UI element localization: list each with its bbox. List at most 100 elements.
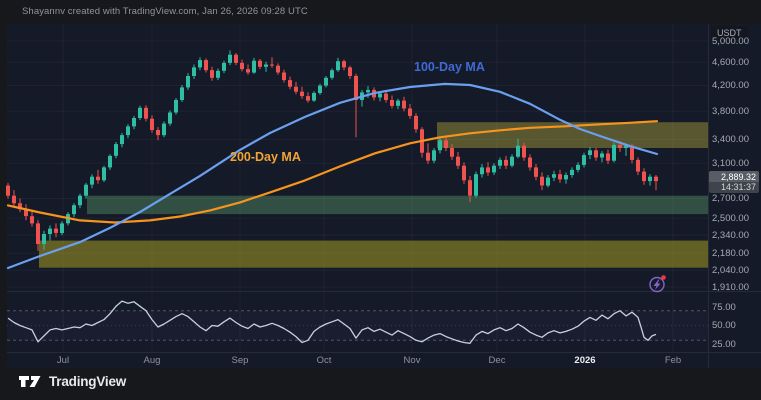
candle-body <box>72 205 76 215</box>
candle-body <box>342 61 346 68</box>
candle-body <box>114 144 118 156</box>
candle-body <box>474 174 478 196</box>
candle-body <box>60 223 64 233</box>
lightning-bolt-icon <box>653 279 661 290</box>
candle-body <box>594 150 598 158</box>
candle-body <box>402 100 406 109</box>
rsi-line <box>7 300 657 344</box>
candle-body <box>54 228 58 233</box>
candle-body <box>612 144 616 161</box>
ma100-label: 100-Day MA <box>414 60 485 74</box>
candle-body <box>186 76 190 88</box>
candle-body <box>330 70 334 78</box>
candle-body <box>300 91 304 97</box>
candle-body <box>408 108 412 116</box>
candle-body <box>618 144 622 148</box>
candle-body <box>222 62 226 71</box>
price-tick-label: 5,000.00 <box>712 35 749 47</box>
price-tick-label: 3,400.00 <box>712 134 749 146</box>
tradingview-logo[interactable]: TradingView <box>18 372 126 390</box>
attribution-text: Shayannv created with TradingView.com, J… <box>22 6 308 17</box>
candle-body <box>90 176 94 185</box>
price-tick-label: 2,180.00 <box>712 247 749 259</box>
rsi-tick-label: 50.00 <box>712 320 736 331</box>
quote-currency-badge: USDT <box>711 26 748 40</box>
candle-body <box>126 126 130 136</box>
candle-body <box>234 54 238 63</box>
candle-body <box>312 93 316 101</box>
candle-body <box>42 234 46 244</box>
candle-body <box>648 176 652 182</box>
candle-body <box>492 165 496 173</box>
candle-body <box>390 100 394 106</box>
candle-body <box>516 145 520 157</box>
candle-body <box>192 67 196 76</box>
candle-body <box>438 140 442 151</box>
candle-body <box>654 176 658 182</box>
candle-body <box>396 100 400 106</box>
candle-body <box>276 65 280 73</box>
flash-icon[interactable] <box>646 273 670 295</box>
price-tick-label: 1,910.00 <box>712 281 749 293</box>
time-axis-label: Sep <box>231 355 249 366</box>
candle-body <box>144 107 148 119</box>
candle-body <box>120 135 124 145</box>
candle-body <box>264 64 268 67</box>
tradingview-logo-text: TradingView <box>49 373 127 389</box>
price-tick-label: 2,040.00 <box>712 264 749 276</box>
chart-background <box>7 24 761 368</box>
candle-body <box>102 167 106 181</box>
candle-body <box>306 96 310 101</box>
candle-body <box>294 86 298 92</box>
candle-body <box>96 176 100 181</box>
candle-body <box>240 62 244 70</box>
candle-body <box>246 69 250 73</box>
candle-body <box>156 130 160 136</box>
candle-body <box>78 195 82 206</box>
time-axis-label: 2026 <box>574 355 596 366</box>
candle-body <box>30 216 34 224</box>
lower-support-zone <box>39 240 708 268</box>
candle-body <box>324 77 328 86</box>
candle-body <box>354 76 358 100</box>
price-tick-label: 4,600.00 <box>712 56 749 68</box>
candle-body <box>540 176 544 186</box>
candle-body <box>456 156 460 166</box>
candle-body <box>12 195 16 204</box>
candle-body <box>132 118 136 127</box>
candle-body <box>576 164 580 170</box>
candle-body <box>150 118 154 130</box>
candle-body <box>462 165 466 181</box>
candle-body <box>510 156 514 166</box>
candle-body <box>288 80 292 87</box>
candle-body <box>378 93 382 98</box>
notification-dot <box>661 275 666 280</box>
candle-body <box>480 167 484 175</box>
candle-body <box>48 228 52 234</box>
time-axis-label: Dec <box>488 355 506 366</box>
candle-body <box>24 209 28 217</box>
candle-body <box>582 155 586 165</box>
candle-body <box>636 159 640 172</box>
candle-body <box>600 153 604 158</box>
flash-circle <box>649 276 665 293</box>
ma100-line <box>6 82 659 270</box>
candle-countdown: 14:31:37 <box>709 182 759 193</box>
candle-body <box>528 157 532 168</box>
candle-body <box>588 150 592 155</box>
candle-body <box>552 174 556 178</box>
candle-body <box>558 174 562 180</box>
tradingview-logo-icon <box>19 376 41 387</box>
rsi-tick-label: 25.00 <box>712 338 736 350</box>
time-axis-label: Aug <box>143 355 161 366</box>
candle-body <box>18 203 22 210</box>
support-zone <box>87 195 708 215</box>
candle-body <box>282 72 286 81</box>
candle-body <box>348 67 352 76</box>
candle-body <box>138 107 142 118</box>
candle-body <box>162 123 166 136</box>
candle-body <box>168 112 172 124</box>
candle-body <box>504 159 508 166</box>
